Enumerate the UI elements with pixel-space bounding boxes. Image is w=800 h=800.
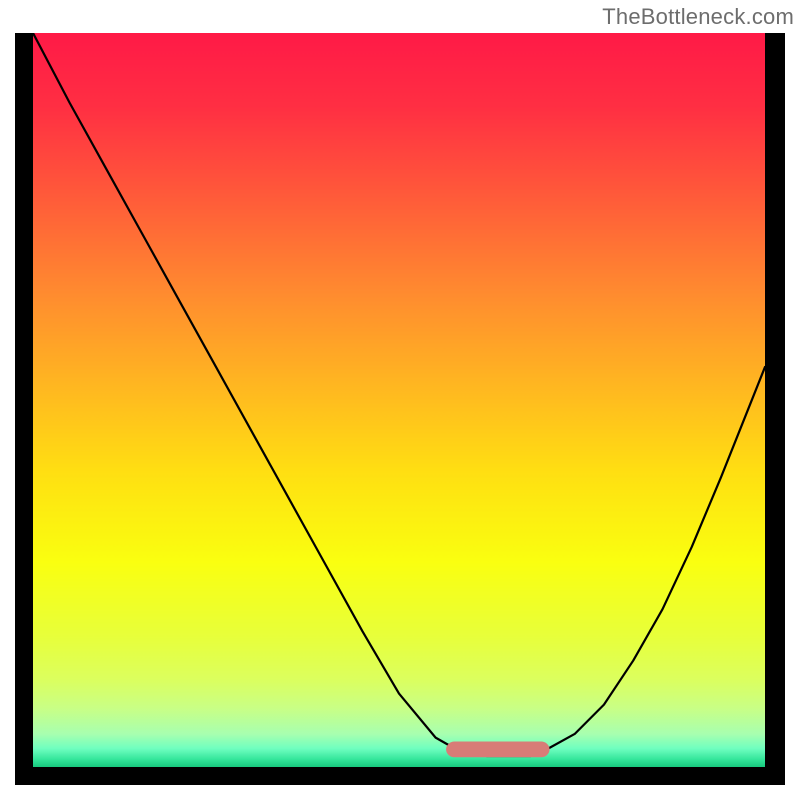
attribution-text: TheBottleneck.com	[602, 4, 794, 30]
bottleneck-curve	[33, 33, 765, 756]
plot-area	[33, 33, 765, 767]
curve-layer	[33, 33, 765, 767]
optimal-range-marker	[447, 742, 549, 757]
plot-border-right	[765, 33, 785, 785]
chart-frame: TheBottleneck.com	[0, 0, 800, 800]
plot-border-left	[15, 33, 33, 785]
plot-border-bottom	[15, 767, 785, 785]
